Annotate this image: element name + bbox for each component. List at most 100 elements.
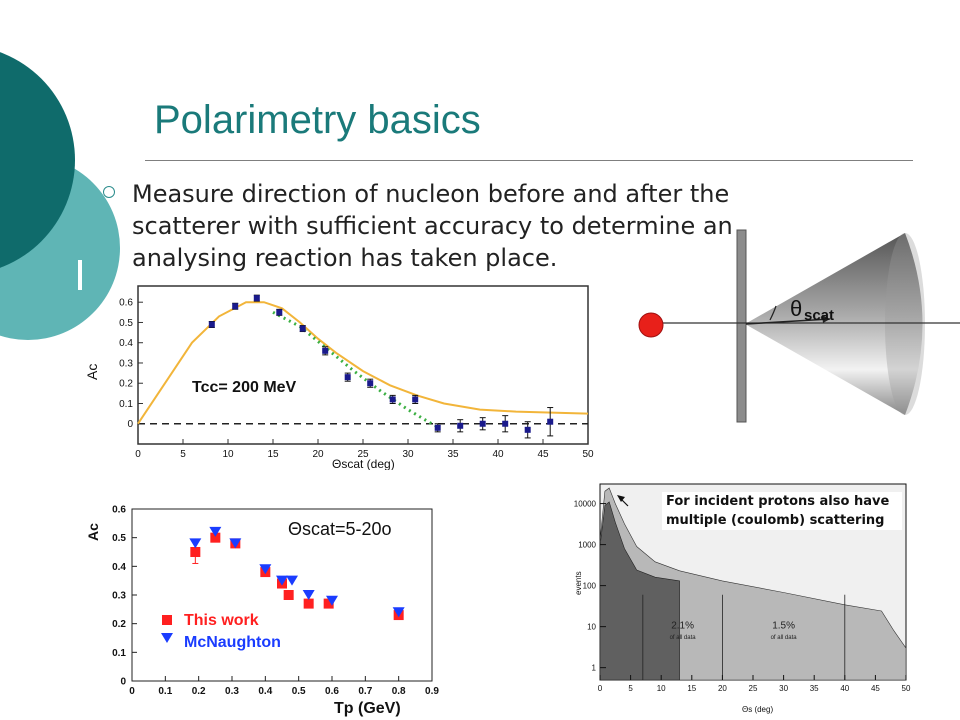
chart1-point	[276, 309, 283, 316]
chart1-ytick-label: 0	[127, 419, 133, 430]
chart2-point-mcnaughton	[189, 538, 202, 549]
chart1-fit-curve	[137, 301, 589, 425]
chart1-xtick-label: 30	[402, 449, 414, 460]
chart2-xtick-label: 0.5	[292, 686, 306, 697]
chart3-dark-histogram	[599, 501, 680, 681]
chart3-xtick-label: 45	[871, 684, 880, 693]
chart2-point-this-work	[323, 598, 334, 609]
chart3-xlabel: Θs (deg)	[742, 705, 773, 714]
chart2-xtick-label: 0.8	[392, 686, 406, 697]
chart2-point-this-work	[283, 590, 294, 600]
chart2-xtick-label: 0.2	[192, 686, 206, 697]
chart1-ytick-label: 0.4	[119, 338, 133, 349]
chart2-ytick-label: 0.6	[112, 505, 126, 516]
chart2-xtick-label: 0	[129, 686, 135, 697]
chart1-point	[344, 374, 351, 381]
chart1-point	[389, 396, 396, 403]
scattering-cone	[745, 233, 923, 415]
legend-mcnaughton: McNaughton	[184, 634, 281, 651]
chart1-point	[479, 420, 486, 427]
decorative-circles	[0, 52, 120, 340]
chart1-ytick-label: 0.3	[119, 358, 133, 369]
chart3-ytick-label: 10000	[574, 500, 597, 509]
chart2-ytick-label: 0.5	[112, 533, 126, 544]
chart2-point-mcnaughton	[302, 590, 315, 600]
scatter-arrow-icon	[822, 315, 830, 323]
chart3-region-label: 1.5%	[772, 621, 795, 632]
chart2-ytick-label: 0.2	[112, 619, 126, 630]
theta-symbol: θ	[790, 296, 802, 321]
chart1-xtick-label: 0	[135, 449, 141, 460]
chart2-ylabel: Ac	[85, 523, 101, 541]
circle-divider	[78, 260, 82, 290]
chart-events-histogram: 2.1% of all data 1.5% of all data 0 5 10 15 20 2…	[574, 483, 911, 714]
chart3-ytick-label: 10	[587, 623, 596, 632]
chart1-point	[322, 347, 329, 354]
chart-asymmetry-energy: 0 0.1 0.2 0.3 0.4 0.5 0.6 0.7 0.8 0.9 0 0.1 0.2 0.3 0.…	[85, 505, 439, 718]
chart-asymmetry-angle: 0 5 10 15 20 25 30 35 40 45 5000.10.20.30.40.50.6 …	[84, 285, 594, 470]
chart2-point-mcnaughton	[326, 595, 338, 606]
chart1-point	[253, 295, 260, 302]
chart1-annotation: Tcc= 200 MeV	[192, 379, 297, 396]
chart1-xlabel: Θscat (deg)	[332, 457, 395, 470]
chart1-xtick-label: 40	[492, 449, 504, 460]
chart1-xtick-label: 35	[447, 449, 459, 460]
chart1-point	[502, 420, 509, 427]
chart1-point	[412, 396, 419, 403]
chart1-xtick-label: 45	[537, 449, 549, 460]
chart2-point-mcnaughton	[209, 526, 222, 537]
chart3-xtick-label: 40	[840, 684, 849, 693]
chart3-region-note: of all data	[670, 635, 697, 641]
chart2-ytick-label: 0.3	[112, 591, 126, 602]
chart1-xtick-label: 20	[312, 449, 324, 460]
chart1-point	[367, 380, 374, 387]
nucleon-icon	[638, 312, 664, 338]
cone-rim	[885, 233, 925, 415]
scatter-ray	[745, 318, 831, 325]
chart3-xtick-label: 0	[598, 684, 603, 693]
chart3-xtick-label: 5	[628, 684, 633, 693]
theta-subscript: scat	[804, 307, 834, 324]
chart2-xtick-label: 0.7	[358, 686, 372, 697]
chart2-point-mcnaughton	[229, 538, 242, 549]
chart2-point-this-work	[303, 598, 314, 609]
chart1-point	[547, 418, 554, 425]
chart2-point-this-work	[190, 547, 201, 557]
chart3-ytick-label: 100	[583, 582, 597, 591]
chart2-annotation: Θscat=5-20o	[288, 519, 392, 539]
chart3-xtick-label: 25	[749, 684, 758, 693]
chart3-xtick-label: 20	[718, 684, 727, 693]
slide-title: Polarimetry basics	[154, 98, 481, 142]
chart3-xtick-label: 15	[687, 684, 696, 693]
chart1-xtick-label: 10	[222, 449, 234, 460]
chart1-point	[457, 422, 464, 429]
chart1-ytick-label: 0.5	[119, 318, 133, 329]
chart2-xtick-label: 0.3	[225, 686, 239, 697]
chart2-frame	[131, 508, 433, 682]
chart1-ytick-label: 0.1	[119, 399, 133, 410]
chart2-ytick-label: 0.4	[112, 562, 126, 573]
chart3-xtick-label: 50	[902, 684, 911, 693]
legend-mcnaughton-marker	[161, 633, 173, 643]
chart3-region-note: of all data	[771, 635, 798, 641]
chart2-xtick-label: 0.4	[258, 686, 272, 697]
chart3-ytick-label: 1000	[578, 541, 596, 550]
legend-this-work-marker	[162, 615, 172, 625]
chart2-point-mcnaughton	[286, 575, 298, 586]
chart2-point-mcnaughton	[276, 575, 288, 586]
chart2-xtick-label: 0.6	[325, 686, 339, 697]
chart1-ytick-label: 0.6	[119, 298, 133, 309]
chart2-ytick-label: 0.1	[112, 648, 126, 659]
chart1-xtick-label: 15	[267, 449, 279, 460]
chart1-xtick-label: 5	[180, 449, 186, 460]
chart2-xtick-label: 0.1	[158, 686, 172, 697]
chart1-point	[299, 325, 306, 332]
legend-this-work: This work	[184, 612, 259, 629]
chart3-xtick-label: 10	[657, 684, 666, 693]
chart3-ytick-label: 1	[592, 664, 597, 673]
chart3-region-label: 2.1%	[671, 621, 694, 632]
chart1-ytick-label: 0.2	[119, 379, 133, 390]
chart3-xtick-label: 30	[779, 684, 788, 693]
chart1-point	[232, 303, 239, 310]
chart1-xtick-label: 25	[357, 449, 369, 460]
